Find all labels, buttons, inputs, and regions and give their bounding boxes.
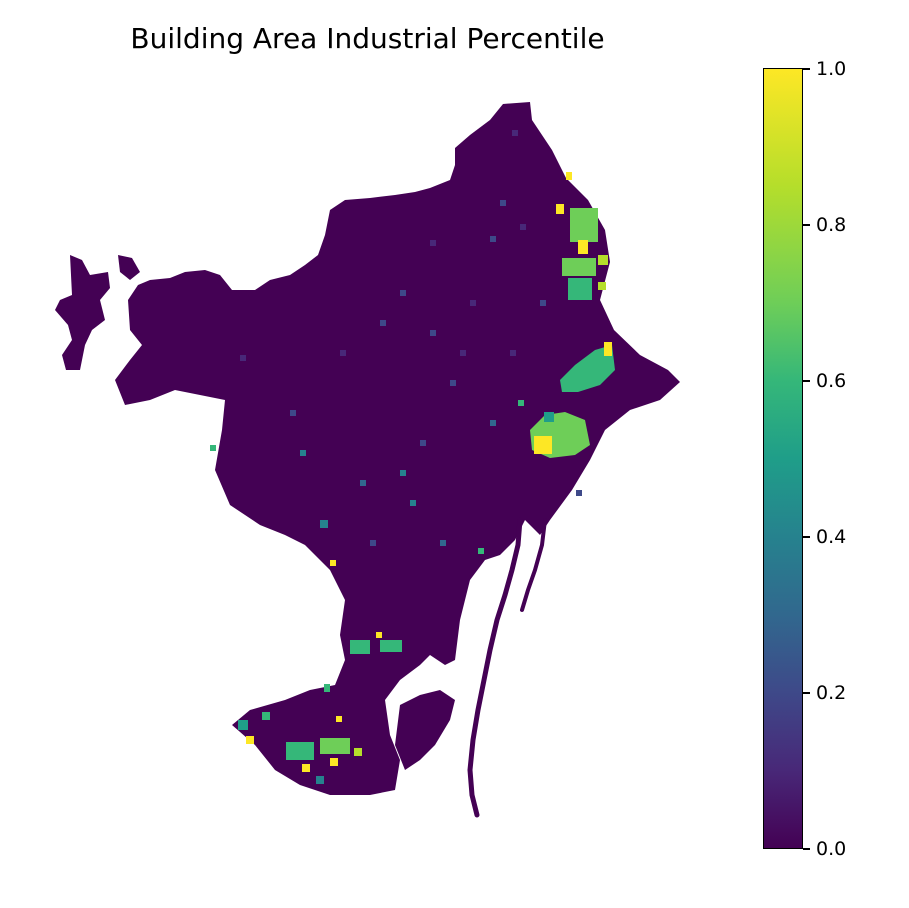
hotspot-cell — [210, 445, 216, 451]
hotspot-cell — [238, 720, 248, 730]
hotspot-cell — [262, 712, 270, 720]
hotspot-cell — [512, 130, 518, 136]
colorbar-tick-label: 0.2 — [816, 682, 847, 704]
hotspot-cell — [450, 380, 456, 386]
hotspot-cell — [320, 520, 328, 528]
colorbar-tick-label: 0.8 — [816, 214, 847, 236]
colorbar — [763, 68, 803, 849]
colorbar-tick — [803, 380, 810, 382]
colorbar-tick — [803, 848, 810, 850]
hotspot-cell — [300, 450, 306, 456]
hotspot-cell — [570, 208, 598, 242]
chart-title: Building Area Industrial Percentile — [130, 22, 605, 55]
hotspot-cell — [400, 290, 406, 296]
hotspot-cell — [430, 240, 436, 246]
west-lobe — [55, 255, 110, 370]
hotspot-cell — [316, 776, 324, 784]
hotspot-cell — [410, 500, 416, 506]
hotspot-cell — [354, 748, 362, 756]
colorbar-tick — [803, 224, 810, 226]
hotspot-cell — [490, 420, 496, 426]
hotspot-cell — [562, 258, 596, 276]
hotspot-cell — [376, 632, 382, 638]
port-peninsula — [395, 690, 455, 770]
hotspot-cell — [430, 330, 436, 336]
colorbar-tick — [803, 536, 810, 538]
hotspot-cell — [320, 738, 350, 754]
hotspot-cell — [544, 412, 554, 422]
hotspot-cell — [518, 400, 524, 406]
hotspot-cell — [440, 540, 446, 546]
colorbar-tick-label: 0.4 — [816, 526, 847, 548]
hotspot-cell — [290, 410, 296, 416]
colorbar-tick-label: 0.0 — [816, 838, 847, 860]
hotspot-cell — [246, 736, 254, 744]
hotspot-cell — [560, 345, 615, 392]
hotspot-cell — [380, 640, 402, 652]
inner-breakwater — [520, 518, 547, 612]
hotspot-cell — [302, 764, 310, 772]
hotspot-cell — [330, 560, 336, 566]
hotspot-cell — [330, 758, 338, 766]
hotspot-cell — [470, 300, 476, 306]
land-mass — [55, 102, 680, 818]
hotspot-cell — [460, 350, 466, 356]
hotspot-cell — [598, 255, 608, 265]
colorbar-tick-label: 1.0 — [816, 58, 847, 80]
hotspot-cell — [350, 640, 370, 654]
hotspot-cell — [370, 540, 376, 546]
hotspot-cell — [490, 236, 496, 242]
northwest-fragment — [118, 255, 140, 280]
hotspot-cell — [540, 300, 546, 306]
hotspot-cell — [324, 684, 330, 692]
hotspot-cell — [510, 350, 516, 356]
hotspot-cell — [380, 320, 386, 326]
colorbar-tick — [803, 692, 810, 694]
hotspot-cell — [604, 342, 612, 356]
hotspot-layer — [210, 130, 615, 784]
hotspot-cell — [336, 716, 342, 722]
breakwater — [467, 517, 523, 818]
hotspot-cell — [340, 350, 346, 356]
hotspot-cell — [420, 440, 426, 446]
colorbar-tick-label: 0.6 — [816, 370, 847, 392]
hotspot-cell — [576, 490, 582, 496]
hotspot-cell — [500, 200, 506, 206]
hotspot-cell — [240, 355, 246, 361]
hotspot-cell — [360, 480, 366, 486]
hotspot-cell — [556, 204, 564, 214]
hotspot-cell — [520, 224, 526, 230]
hotspot-cell — [598, 282, 606, 290]
hotspot-cell — [566, 172, 572, 180]
colorbar-tick — [803, 68, 810, 70]
main-region — [115, 102, 680, 795]
hotspot-cell — [478, 548, 484, 554]
hotspot-cell — [400, 470, 406, 476]
hotspot-cell — [534, 436, 552, 454]
hotspot-cell — [286, 742, 314, 760]
hotspot-cell — [568, 278, 592, 300]
hotspot-cell — [578, 240, 588, 254]
